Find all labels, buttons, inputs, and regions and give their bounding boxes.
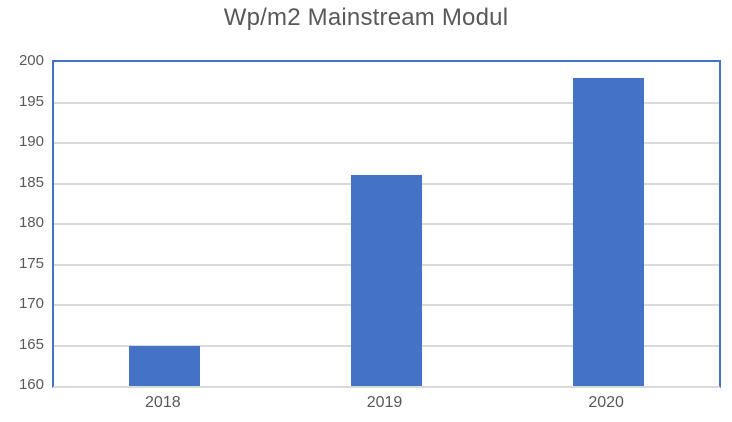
y-tick-label: 195 — [18, 92, 44, 110]
y-tick-label: 165 — [18, 335, 44, 353]
x-tick-label: 2020 — [588, 394, 624, 411]
bar-2018 — [129, 345, 201, 386]
y-tick-label: 185 — [18, 173, 44, 191]
y-tick-label: 160 — [18, 376, 44, 393]
bar-2019 — [351, 175, 422, 386]
x-tick-label: 2019 — [366, 394, 403, 411]
y-tick-label: 170 — [18, 295, 44, 312]
y-tick-label: 190 — [18, 133, 44, 150]
bar-2020 — [572, 78, 644, 386]
chart-title: Wp/m2 Mainstream Modul — [223, 4, 509, 31]
y-tick-label: 200 — [18, 52, 44, 69]
gridline — [54, 101, 719, 104]
gridline — [54, 142, 719, 144]
plot-area — [52, 60, 721, 388]
y-tick-label: 180 — [18, 214, 44, 231]
y-tick-label: 175 — [18, 254, 44, 272]
x-tick-label: 2018 — [145, 394, 181, 411]
